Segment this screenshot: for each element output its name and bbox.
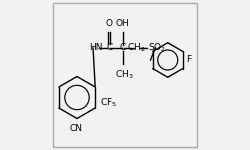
Text: C: C xyxy=(120,44,126,52)
Text: F: F xyxy=(186,56,192,64)
Text: C: C xyxy=(106,44,112,52)
Text: OH: OH xyxy=(116,19,130,28)
Text: O: O xyxy=(106,19,113,28)
Text: CF$_5$: CF$_5$ xyxy=(100,96,116,109)
Text: CH$_3$: CH$_3$ xyxy=(115,68,134,81)
Text: SO$_2$: SO$_2$ xyxy=(148,42,166,54)
Text: HN: HN xyxy=(89,44,102,52)
Text: CH$_2$: CH$_2$ xyxy=(127,42,146,54)
Text: CN: CN xyxy=(69,124,82,133)
